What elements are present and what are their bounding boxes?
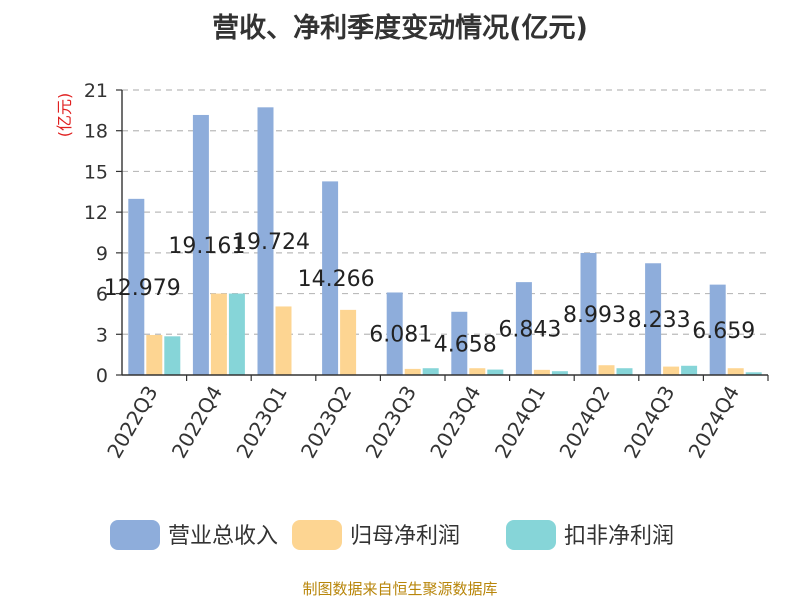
bar-revenue-2024Q3 (645, 263, 662, 375)
bar-deducted_net_profit-2022Q3 (164, 336, 181, 375)
bar-deducted_net_profit-2023Q4 (487, 369, 504, 375)
data-label: 14.266 (298, 267, 375, 292)
data-label: 6.081 (369, 323, 432, 348)
bar-deducted_net_profit-2024Q2 (616, 368, 633, 375)
data-label: 19.724 (233, 230, 310, 255)
y-tick-label: 21 (84, 80, 108, 102)
data-label: 6.659 (692, 319, 755, 344)
data-label: 8.993 (563, 303, 626, 328)
legend[interactable]: 营业总收入 归母净利润 扣非净利润 (110, 520, 674, 550)
gridlines (122, 89, 768, 335)
legend-label: 扣非净利润 (564, 524, 674, 549)
data-label: 6.843 (498, 318, 561, 343)
y-tick-label: 15 (84, 161, 108, 183)
bar-net_profit-2022Q3 (146, 334, 163, 375)
data-label: 19.161 (168, 234, 245, 259)
x-tick-label: 2024Q2 (554, 382, 614, 463)
bars (128, 107, 762, 376)
y-tick-label: 18 (84, 121, 108, 143)
bar-net_profit-2024Q1 (533, 369, 550, 375)
bar-revenue-2024Q2 (580, 252, 597, 375)
x-tick-label: 2022Q3 (102, 382, 162, 463)
bar-revenue-2024Q1 (515, 282, 532, 375)
bar-net_profit-2023Q2 (340, 309, 357, 375)
x-tick-label: 2024Q1 (490, 382, 550, 463)
bar-net_profit-2024Q3 (663, 366, 680, 375)
bar-deducted_net_profit-2023Q3 (422, 368, 439, 375)
bar-revenue-2023Q1 (257, 107, 274, 376)
data-label: 4.658 (434, 332, 497, 357)
bar-net_profit-2022Q4 (210, 293, 227, 375)
x-tick-label: 2023Q3 (361, 382, 421, 463)
bar-deducted_net_profit-2024Q4 (745, 372, 762, 375)
legend-swatch (506, 520, 556, 550)
legend-label: 归母净利润 (350, 524, 460, 549)
y-axis-unit-label: (亿元) (55, 93, 74, 138)
y-tick-label: 6 (96, 284, 108, 306)
bar-net_profit-2024Q2 (598, 365, 615, 375)
bar-revenue-2023Q3 (386, 292, 403, 375)
bar-net_profit-2023Q1 (275, 306, 292, 375)
legend-swatch (110, 520, 160, 550)
legend-label: 营业总收入 (168, 524, 278, 549)
x-tick-label: 2024Q4 (684, 382, 744, 463)
source-note: 制图数据来自恒生聚源数据库 (302, 580, 498, 598)
bar-revenue-2024Q4 (709, 284, 726, 375)
bar-revenue-2023Q2 (322, 181, 339, 375)
bar-deducted_net_profit-2024Q3 (681, 365, 698, 375)
legend-swatch (292, 520, 342, 550)
bar-net_profit-2024Q4 (727, 368, 744, 375)
x-tick-label: 2024Q3 (619, 382, 679, 463)
y-tick-label: 3 (96, 324, 108, 346)
x-tick-label: 2023Q1 (231, 382, 291, 463)
bar-deducted_net_profit-2022Q4 (228, 293, 245, 375)
y-tick-label: 0 (96, 365, 108, 387)
x-tick-label: 2023Q4 (425, 382, 485, 463)
bar-net_profit-2023Q3 (404, 368, 421, 375)
bar-revenue-2022Q3 (128, 198, 145, 375)
data-label: 12.979 (104, 276, 181, 301)
y-tick-label: 12 (84, 202, 108, 224)
bar-revenue-2023Q4 (451, 311, 468, 375)
x-tick-label: 2022Q4 (167, 382, 227, 463)
bar-deducted_net_profit-2024Q1 (551, 371, 568, 375)
bar-net_profit-2023Q4 (469, 368, 486, 375)
data-label: 8.233 (628, 308, 691, 333)
x-tick-label: 2023Q2 (296, 382, 356, 463)
chart-title: 营收、净利季度变动情况(亿元) (212, 13, 588, 44)
y-tick-label: 9 (96, 243, 108, 265)
bar-revenue-2022Q4 (192, 114, 209, 375)
